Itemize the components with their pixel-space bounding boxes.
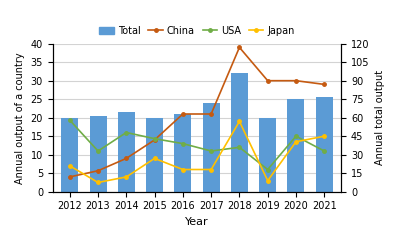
Japan bbox=[294, 140, 298, 143]
China bbox=[180, 113, 185, 115]
USA bbox=[294, 135, 298, 138]
Japan bbox=[96, 181, 100, 184]
Japan bbox=[124, 175, 129, 178]
Bar bbox=[203, 103, 220, 192]
Bar bbox=[174, 114, 191, 192]
Bar bbox=[146, 118, 163, 192]
USA bbox=[180, 142, 185, 145]
China bbox=[209, 113, 214, 115]
Line: USA: USA bbox=[68, 118, 326, 171]
China bbox=[124, 157, 129, 160]
Japan bbox=[237, 120, 242, 123]
USA bbox=[152, 137, 157, 140]
USA bbox=[209, 150, 214, 152]
USA bbox=[265, 168, 270, 171]
USA bbox=[322, 150, 327, 152]
X-axis label: Year: Year bbox=[185, 217, 209, 227]
Bar bbox=[316, 97, 333, 192]
China bbox=[67, 175, 72, 178]
Japan bbox=[265, 179, 270, 182]
Bar bbox=[61, 118, 78, 192]
Y-axis label: Annual output of a country: Annual output of a country bbox=[15, 52, 25, 183]
Japan bbox=[152, 157, 157, 160]
Line: Japan: Japan bbox=[68, 120, 326, 184]
USA bbox=[96, 150, 100, 152]
USA bbox=[237, 146, 242, 149]
Japan bbox=[209, 168, 214, 171]
China bbox=[96, 169, 100, 172]
China bbox=[322, 83, 327, 86]
Bar bbox=[231, 73, 248, 192]
Bar bbox=[118, 112, 135, 192]
Legend: Total, China, USA, Japan: Total, China, USA, Japan bbox=[96, 22, 298, 40]
Line: China: China bbox=[68, 46, 326, 179]
Japan bbox=[322, 135, 327, 138]
USA bbox=[67, 119, 72, 122]
China bbox=[265, 79, 270, 82]
China bbox=[152, 138, 157, 141]
Bar bbox=[288, 99, 304, 192]
China bbox=[237, 46, 242, 49]
USA bbox=[124, 131, 129, 134]
Japan bbox=[180, 168, 185, 171]
Japan bbox=[67, 164, 72, 167]
China bbox=[294, 79, 298, 82]
Bar bbox=[259, 118, 276, 192]
Y-axis label: Annual total output: Annual total output bbox=[375, 70, 385, 165]
Bar bbox=[90, 116, 106, 192]
